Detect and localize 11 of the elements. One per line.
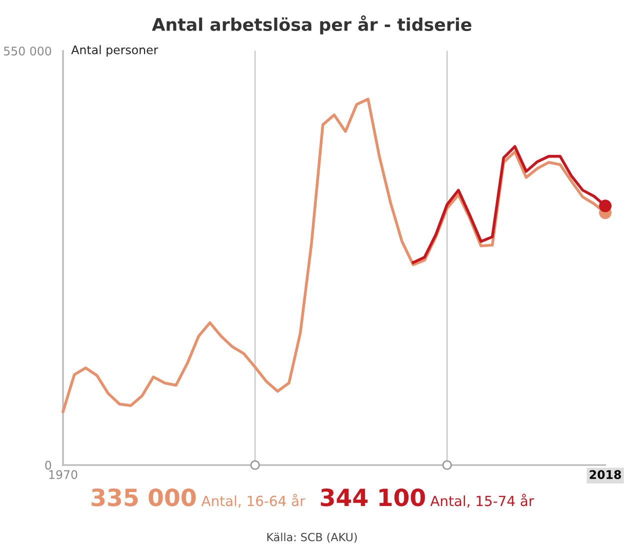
text: Antal, 15-74 år (430, 494, 534, 508)
x-tick-label: 1970 (49, 470, 78, 480)
text: Antal, 16-64 år (201, 494, 306, 508)
x-tick-label: 2018 (590, 470, 621, 480)
y-tick-label: 0 (45, 460, 52, 470)
text: 344 100 (320, 488, 425, 506)
y-axis-title: Antal personer (71, 45, 158, 57)
text: 335 000 (92, 488, 196, 506)
y-tick-label: 550 000 (4, 46, 52, 56)
text: Källa: SCB (AKU) (267, 532, 357, 543)
chart-title: Antal arbetslösa per år - tidserie (152, 15, 472, 34)
